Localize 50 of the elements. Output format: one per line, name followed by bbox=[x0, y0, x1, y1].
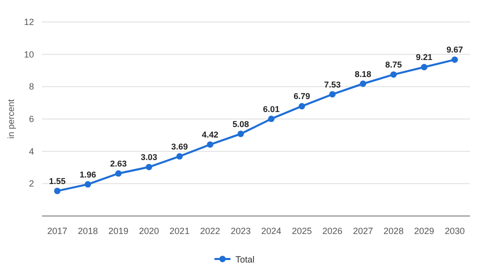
data-label: 5.08 bbox=[232, 118, 250, 129]
data-label: 8.75 bbox=[385, 60, 402, 70]
x-tick-label: 2030 bbox=[444, 226, 465, 236]
y-axis-title: in percent bbox=[6, 98, 16, 139]
point bbox=[206, 141, 214, 148]
x-tick-label: 2025 bbox=[292, 226, 312, 236]
data-label: 6.79 bbox=[294, 91, 310, 102]
y-tick-label: 8 bbox=[28, 82, 34, 92]
data-label: 4.42 bbox=[202, 130, 219, 140]
data-label: 6.01 bbox=[263, 104, 280, 114]
x-tick-label: 2019 bbox=[108, 226, 128, 236]
x-tick-label: 2029 bbox=[414, 226, 434, 236]
data-label: 8.18 bbox=[354, 68, 372, 79]
data-label: 9.67 bbox=[446, 44, 464, 55]
point bbox=[452, 56, 458, 63]
point bbox=[238, 130, 244, 138]
x-tick-label: 2021 bbox=[170, 226, 190, 236]
x-tick-label: 2028 bbox=[384, 226, 404, 236]
legend-label: Total bbox=[236, 254, 255, 264]
point bbox=[390, 71, 397, 78]
data-label: 7.53 bbox=[324, 79, 341, 90]
y-tick-label: 12 bbox=[24, 17, 34, 27]
point bbox=[268, 116, 274, 122]
x-tick-label: 2024 bbox=[261, 226, 282, 236]
x-tick-label: 2018 bbox=[78, 226, 98, 236]
y-tick-label: 2 bbox=[28, 178, 34, 189]
x-tick-label: 2023 bbox=[230, 226, 251, 236]
point bbox=[146, 164, 152, 170]
point bbox=[54, 188, 60, 194]
data-label: 1.55 bbox=[49, 176, 66, 186]
point bbox=[329, 91, 336, 98]
point bbox=[84, 181, 92, 188]
point bbox=[115, 170, 122, 177]
x-tick-label: 2022 bbox=[200, 226, 220, 236]
y-tick-label: 10 bbox=[24, 49, 34, 60]
data-label: 9.21 bbox=[416, 52, 433, 62]
x-tick-label: 2020 bbox=[138, 226, 160, 236]
x-tick-label: 2026 bbox=[322, 226, 342, 236]
data-label: 3.69 bbox=[171, 141, 188, 152]
data-label: 3.03 bbox=[140, 152, 158, 162]
x-tick-label: 2017 bbox=[47, 226, 68, 236]
point bbox=[360, 80, 366, 87]
y-tick-label: 4 bbox=[28, 146, 34, 156]
y-tick-label: 6 bbox=[28, 114, 34, 124]
data-label: 1.96 bbox=[80, 169, 96, 180]
x-tick-label: 2027 bbox=[352, 226, 374, 236]
point bbox=[298, 103, 306, 110]
point bbox=[420, 64, 428, 70]
data-label: 2.63 bbox=[110, 158, 127, 168]
point bbox=[176, 153, 183, 160]
